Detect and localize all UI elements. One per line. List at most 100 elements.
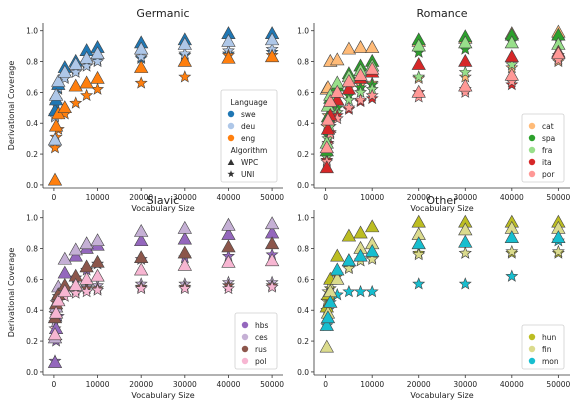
x-tick-label: 50000 xyxy=(546,380,570,389)
y-tick-label: 0.8 xyxy=(297,58,309,67)
triangle-point xyxy=(551,46,566,60)
x-tick-label: 30000 xyxy=(453,193,477,202)
triangle-point xyxy=(504,230,519,243)
star-point xyxy=(365,252,379,265)
star-point xyxy=(91,54,105,68)
triangle-point xyxy=(353,225,368,239)
series-deu-wpc xyxy=(47,32,280,146)
y-tick-label: 0.0 xyxy=(297,181,309,190)
triangle-point xyxy=(330,84,345,98)
triangle-point xyxy=(134,233,149,247)
triangle-point xyxy=(320,310,336,324)
series-mon-wpc xyxy=(319,230,566,331)
triangle-point xyxy=(319,339,334,353)
x-tick-label: 0 xyxy=(323,380,328,389)
series-eng-wpc xyxy=(47,49,280,186)
legend-star-marker xyxy=(227,170,235,178)
triangle-point xyxy=(134,262,149,276)
triangle-point xyxy=(330,248,345,262)
x-tick-label: 10000 xyxy=(360,193,384,202)
triangle-point xyxy=(90,254,105,268)
x-tick-label: 20000 xyxy=(407,380,431,389)
x-tick-label: 0 xyxy=(52,380,57,389)
legend: cat spa fra ita por xyxy=(521,113,565,183)
x-tick-label: 0 xyxy=(323,193,328,202)
star-point xyxy=(354,284,368,298)
triangle-point xyxy=(458,78,473,92)
star-point xyxy=(365,88,379,101)
triangle-point xyxy=(330,271,345,285)
panel-romance: Romance 0.0 0.2 0.4 0.6 0.8 1.0 0 10000 20000 3000… xyxy=(297,7,570,213)
star-point xyxy=(551,244,565,258)
y-tick-label: 0.0 xyxy=(26,181,38,190)
triangle-point xyxy=(57,100,72,114)
triangle-point xyxy=(221,254,236,268)
triangle-point xyxy=(57,284,72,297)
x-tick-label: 10000 xyxy=(86,193,110,202)
star-point xyxy=(91,283,105,296)
star-point xyxy=(69,96,83,109)
y-tick-label: 0.6 xyxy=(297,88,309,97)
triangle-point xyxy=(221,50,236,64)
star-point xyxy=(342,100,356,114)
star-point xyxy=(69,286,83,299)
legend-swatch xyxy=(227,134,235,142)
y-tick-label: 0.2 xyxy=(26,150,38,159)
triangle-point xyxy=(264,216,280,230)
legend: Language swe deu eng Algorithm WPC UNI xyxy=(220,89,278,183)
legend-label: WPC xyxy=(241,158,258,167)
triangle-point xyxy=(341,228,357,242)
x-axis-label: Vocabulary Size xyxy=(131,391,194,400)
star-point xyxy=(48,141,62,154)
triangle-point xyxy=(68,242,83,256)
panels: Germanic 0.0 0.2 0.4 0.6 0.8 1.0 0 10000 20000 300… xyxy=(7,7,571,400)
star-point xyxy=(178,70,192,83)
legend-label: deu xyxy=(241,122,255,131)
star-point xyxy=(354,93,368,106)
triangle-point xyxy=(411,57,426,70)
triangle-point xyxy=(330,262,345,276)
legend-swatch xyxy=(241,357,249,365)
star-point xyxy=(80,88,94,101)
y-tick-label: 0.4 xyxy=(26,306,38,315)
triangle-point xyxy=(330,52,345,66)
legend-swatch xyxy=(528,333,536,341)
triangle-point xyxy=(177,220,192,234)
star-point xyxy=(178,281,192,295)
triangle-point xyxy=(90,70,105,84)
legend-triangle-marker xyxy=(227,159,235,165)
triangle-point xyxy=(47,132,63,146)
legend-label: UNI xyxy=(241,170,254,179)
triangle-point xyxy=(458,35,473,49)
star-point xyxy=(80,59,94,72)
triangle-point xyxy=(51,73,66,87)
triangle-point xyxy=(458,234,473,248)
triangle-point xyxy=(504,67,519,81)
triangle-point xyxy=(264,49,280,63)
triangle-point xyxy=(264,253,280,267)
series-por-wpc xyxy=(319,46,566,154)
triangle-point xyxy=(341,41,357,55)
triangle-point xyxy=(411,38,426,52)
triangle-point xyxy=(68,78,83,92)
panel-title: Romance xyxy=(416,7,467,20)
x-tick-label: 40000 xyxy=(500,193,524,202)
y-tick-label: 1.0 xyxy=(26,27,38,36)
x-tick-label: 20000 xyxy=(129,193,153,202)
legend-label: hbs xyxy=(255,321,269,330)
triangle-point xyxy=(48,87,64,101)
x-tick-label: 10000 xyxy=(360,380,384,389)
triangle-point xyxy=(221,217,236,231)
y-tick-label: 0.2 xyxy=(297,337,309,346)
legend-swatch xyxy=(241,333,249,341)
legend-label: spa xyxy=(542,134,555,143)
triangle-point xyxy=(48,118,64,132)
y-tick-label: 0.2 xyxy=(297,150,309,159)
y-tick-label: 1.0 xyxy=(297,27,309,36)
x-tick-label: 50000 xyxy=(260,193,284,202)
triangle-point xyxy=(68,277,83,291)
y-tick-label: 1.0 xyxy=(297,214,309,223)
triangle-point xyxy=(47,327,63,341)
